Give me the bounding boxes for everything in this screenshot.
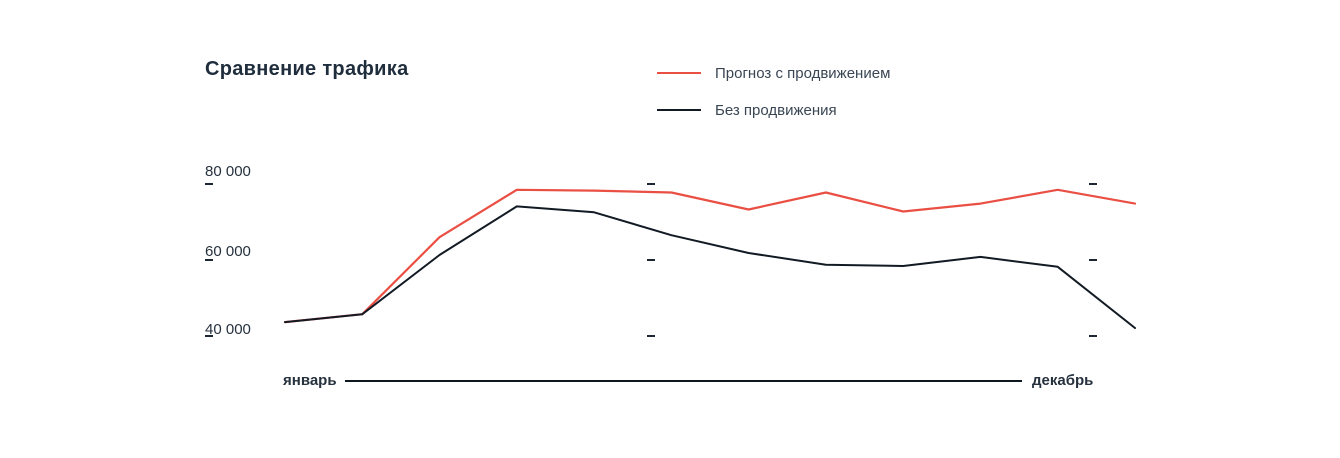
forecast-line-swatch bbox=[657, 72, 701, 74]
legend-label-forecast: Прогноз с продвижением bbox=[715, 64, 891, 82]
page-title: Сравнение трафика bbox=[205, 58, 409, 80]
x-axis-line bbox=[345, 380, 1022, 382]
baseline-line-swatch bbox=[657, 109, 701, 111]
y-tick-label-40000: 40 000 bbox=[205, 321, 251, 338]
chart-plot-area bbox=[205, 183, 1137, 337]
legend-item-baseline: Без продвижения bbox=[657, 99, 890, 121]
y-tick-label-60000: 60 000 bbox=[205, 243, 251, 260]
chart-legend: Прогноз с продвижением Без продвижения bbox=[657, 62, 890, 136]
legend-item-forecast: Прогноз с продвижением bbox=[657, 62, 890, 84]
baseline-line bbox=[284, 205, 1136, 329]
forecast-line bbox=[283, 188, 1137, 324]
y-tick-label-80000: 80 000 bbox=[205, 163, 251, 180]
x-axis-label-start: январь bbox=[283, 372, 337, 389]
legend-label-baseline: Без продвижения bbox=[715, 101, 837, 119]
x-axis-label-end: декабрь bbox=[1032, 372, 1094, 389]
